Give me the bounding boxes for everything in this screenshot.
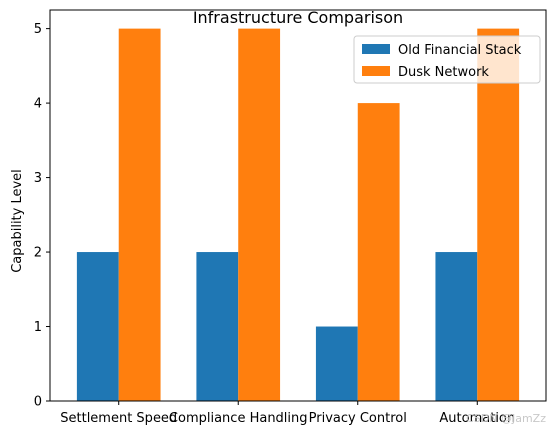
y-tick-label: 1 [34, 320, 42, 335]
plot-frame [49, 9, 547, 402]
bar-dusk-network-automation [477, 28, 520, 401]
bar-dusk-network-compliance-handling [238, 28, 281, 401]
bars-group [76, 28, 520, 401]
bar-dusk-network-privacy-control [357, 103, 400, 401]
bar-old-financial-stack-privacy-control [315, 326, 358, 401]
x-tick-label-settlement-speed: Settlement Speed [60, 411, 177, 426]
bar-old-financial-stack-compliance-handling [196, 252, 239, 401]
legend-swatch-dusk-network [362, 66, 390, 76]
chart-title: Infrastructure Comparison [193, 8, 403, 27]
legend: Old Financial Stack Dusk Network [353, 35, 541, 84]
watermark: CSDN @JamZz [466, 412, 546, 425]
y-tick-label: 4 [34, 97, 42, 112]
bar-old-financial-stack-automation [435, 252, 478, 401]
y-tick-label: 2 [34, 246, 42, 261]
x-tick-label-compliance-handling: Compliance Handling [169, 411, 308, 426]
x-tick-label-privacy-control: Privacy Control [309, 411, 407, 426]
bar-old-financial-stack-settlement-speed [76, 252, 119, 401]
x-tick-label-automation: Automation [439, 411, 515, 426]
y-tick-label: 0 [34, 395, 42, 410]
y-tick-label: 3 [34, 171, 42, 186]
bar-dusk-network-settlement-speed [118, 28, 161, 401]
legend-label-dusk-network: Dusk Network [398, 65, 489, 80]
y-axis-ticks: 0 1 2 3 4 5 [34, 22, 50, 410]
legend-label-old-financial-stack: Old Financial Stack [398, 43, 522, 58]
legend-box [353, 35, 541, 84]
y-axis-title: Capability Level [10, 169, 25, 273]
y-tick-label: 5 [34, 22, 42, 37]
legend-swatch-old-financial-stack [362, 44, 390, 54]
